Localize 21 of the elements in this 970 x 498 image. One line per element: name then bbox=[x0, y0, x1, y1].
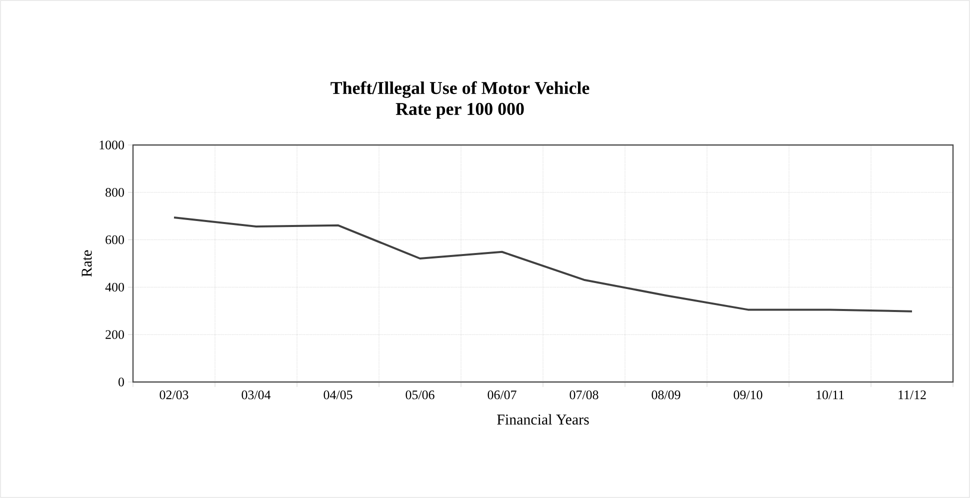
y-tick-label: 800 bbox=[106, 188, 124, 197]
line-series bbox=[173, 216, 914, 312]
y-tick-label: 0 bbox=[118, 378, 124, 386]
x-tick-label: 09/10 bbox=[734, 390, 762, 400]
y-tick-label: 200 bbox=[106, 330, 124, 339]
x-tick-label: 04/05 bbox=[324, 390, 352, 400]
chart-subtitle: Rate per 100 000 bbox=[396, 102, 524, 119]
x-axis-title: Financial Years bbox=[497, 414, 589, 425]
x-tick-label: 07/08 bbox=[570, 390, 598, 400]
y-axis-title: Rate bbox=[82, 250, 92, 277]
chart-title: Theft/Illegal Use of Motor Vehicle bbox=[330, 81, 590, 98]
x-tick-label: 11/12 bbox=[898, 390, 926, 400]
x-tick-label: 05/06 bbox=[406, 390, 434, 400]
x-tick-label: 02/03 bbox=[160, 390, 188, 400]
y-tick-label: 400 bbox=[105, 282, 124, 292]
x-tick-label: 10/11 bbox=[816, 390, 844, 400]
y-tick-label: 1000 bbox=[100, 140, 124, 150]
y-tick-label: 600 bbox=[106, 235, 124, 244]
x-tick-label: 06/07 bbox=[488, 390, 516, 400]
x-tick-label: 08/09 bbox=[652, 390, 680, 400]
x-tick-label: 03/04 bbox=[242, 390, 271, 400]
